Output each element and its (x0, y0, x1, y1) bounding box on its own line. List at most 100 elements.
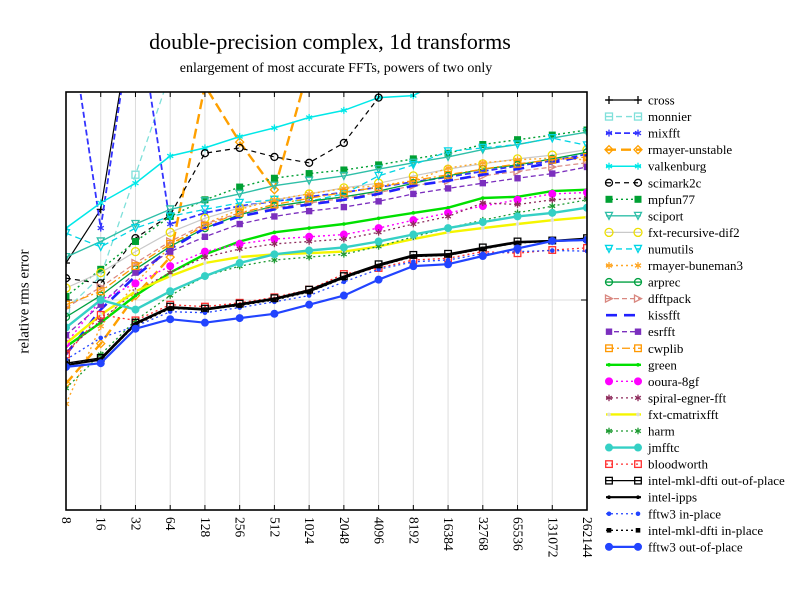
legend-marker-rmayer-buneman3 (634, 263, 642, 268)
series-marker-harm (271, 257, 278, 263)
series-marker-rmayer-unstable (201, 82, 209, 90)
legend-label-fxt-cmatrixfft: fxt-cmatrixfft (648, 407, 719, 422)
legend-marker-numutils (604, 244, 614, 254)
series-marker-rmayer-buneman3 (66, 401, 70, 405)
series-marker-ooura-8gf (305, 232, 314, 241)
series-marker-cwplib (305, 194, 314, 203)
series-cwplib (66, 152, 587, 309)
series-marker-valkenburg (66, 225, 70, 229)
legend-marker-mixfft (634, 130, 642, 136)
legend-item-cross: cross (605, 93, 675, 108)
series-marker-intel-mkl-dfti in-place (167, 306, 173, 311)
x-tick-label: 2048 (337, 517, 352, 544)
series-marker-fxt-recursive-dif2 (96, 267, 106, 278)
series-marker-numutils (235, 198, 245, 208)
series-marker-intel-mkl-dfti in-place (480, 246, 486, 252)
legend-item-arprec: arprec (604, 275, 681, 290)
series-marker-cwplib (270, 200, 279, 209)
series-marker-fftw3 out-of-place (270, 309, 279, 318)
series-marker-sciport (235, 189, 245, 199)
series-marker-cwplib (583, 152, 587, 161)
series-marker-cwplib (548, 155, 557, 164)
series-marker-numutils (374, 171, 384, 181)
series-marker-cwplib (409, 176, 418, 185)
legend-label-spiral-egner-fft: spiral-egner-fft (648, 390, 727, 405)
series-marker-sciport (339, 171, 349, 181)
series-marker-esrfft (236, 220, 243, 228)
legend-marker-fxt-recursive-dif2 (633, 227, 643, 238)
series-marker-mpfun77 (375, 161, 383, 169)
series-marker-mixfft (97, 225, 105, 231)
series-marker-jmfftc (305, 246, 314, 255)
axis-ticks (65, 92, 588, 511)
legend-item-intel-mkl-dfti in-place: intel-mkl-dfti in-place (606, 523, 763, 538)
series-marker-jmfftc (200, 272, 209, 281)
series-marker-mpfun77 (340, 166, 348, 174)
series-line-spiral-egner-fft (66, 197, 587, 352)
legend-marker-mixfft (605, 130, 613, 136)
series-marker-monnier (131, 170, 140, 179)
series-marker-mpfun77 (514, 136, 522, 144)
series-marker-jmfftc (96, 296, 105, 304)
legend-label-jmfftc: jmfftc (647, 440, 680, 455)
legend-label-sciport: sciport (648, 208, 684, 223)
series-marker-numutils (66, 229, 71, 239)
series-line-rmayer-buneman3 (66, 157, 587, 405)
legend-item-harm: harm (605, 424, 675, 439)
series-marker-sciport (200, 197, 210, 207)
series-marker-scimark2c (200, 149, 210, 158)
series-marker-mixfft (166, 221, 174, 227)
series-marker-ooura-8gf (131, 279, 140, 288)
series-marker-jmfftc (166, 287, 175, 296)
legend-item-monnier: monnier (604, 109, 692, 124)
legend-label-kissfft: kissfft (648, 308, 681, 323)
series-marker-ooura-8gf (270, 235, 279, 244)
series-marker-arprec (66, 312, 71, 322)
series-marker-mpfun77 (131, 237, 139, 245)
series-marker-spiral-egner-fft (444, 214, 452, 219)
series-marker-cwplib (374, 183, 383, 192)
series-marker-rmayer-unstable (305, 62, 313, 70)
series-marker-green (446, 205, 450, 210)
series-marker-harm (340, 252, 348, 257)
series-marker-fxt-recursive-dif2 (66, 283, 71, 293)
legend-label-intel-mkl-dfti in-place: intel-mkl-dfti in-place (648, 523, 763, 538)
series-marker-fxt-cmatrixfft (203, 261, 207, 265)
series-layer (66, 62, 587, 408)
series-marker-jmfftc (66, 323, 70, 332)
series-marker-spiral-egner-fft (549, 197, 556, 203)
series-marker-spiral-egner-fft (410, 221, 417, 227)
legend-item-fftw3 out-of-place: fftw3 out-of-place (605, 539, 743, 554)
series-marker-ooura-8gf (235, 239, 244, 248)
series-marker-cwplib (200, 222, 209, 230)
legend-label-numutils: numutils (648, 241, 694, 256)
legend-label-harm: harm (648, 424, 675, 439)
legend-item-mixfft: mixfft (605, 126, 681, 141)
series-marker-fftw3 out-of-place (200, 318, 209, 327)
legend-marker-ooura-8gf (634, 377, 642, 386)
legend-label-monnier: monnier (648, 109, 692, 124)
legend-marker-mpfun77 (605, 195, 613, 203)
series-marker-esrfft (549, 170, 556, 177)
legend-marker-jmfftc (634, 443, 642, 452)
series-marker-intel-mkl-dfti in-place (306, 289, 312, 295)
legend-marker-spiral-egner-fft (634, 395, 642, 401)
legend-item-intel-mkl-dfti out-of-place: intel-mkl-dfti out-of-place (605, 473, 785, 488)
x-tick-label: 1024 (302, 517, 317, 544)
series-line-numutils (66, 137, 587, 248)
series-marker-esrfft (479, 179, 486, 187)
series-marker-mpfun77 (236, 183, 244, 191)
series-marker-valkenburg (97, 200, 105, 206)
legend-item-intel-ipps: intel-ipps (606, 490, 697, 505)
legend-item-dfftpack: dfftpack (604, 291, 692, 306)
chart-title: double-precision complex, 1d transforms (149, 29, 511, 54)
x-tick-label: 32768 (476, 517, 491, 551)
legend-marker-ooura-8gf (605, 377, 613, 386)
legend-marker-bloodworth (605, 460, 613, 469)
x-tick-label: 32 (128, 517, 143, 531)
legend-label-bloodworth: bloodworth (648, 457, 708, 472)
series-line-fftw3 out-of-place (66, 238, 587, 368)
legend-marker-valkenburg (605, 163, 613, 169)
